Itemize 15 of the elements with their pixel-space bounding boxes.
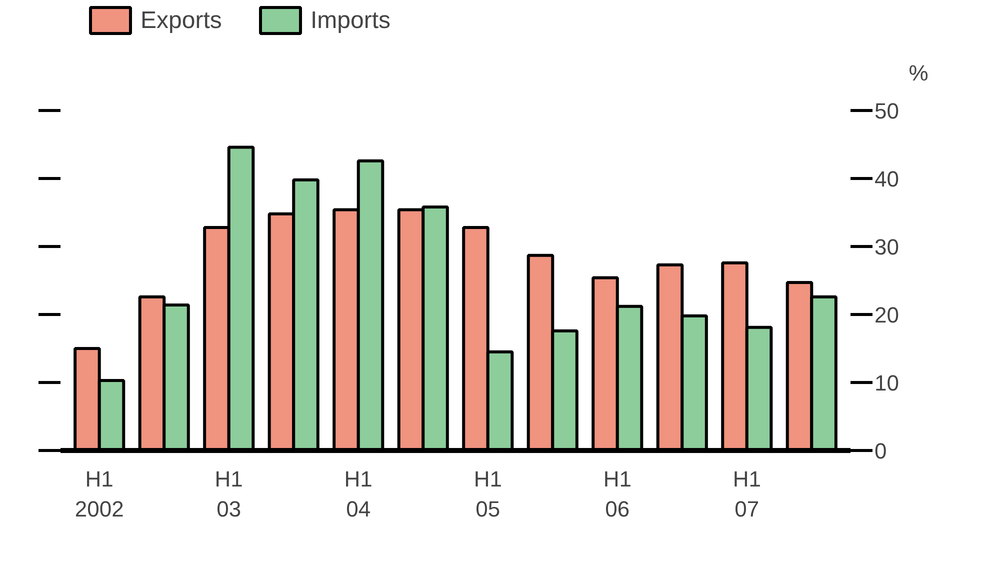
legend-label: Imports [310, 7, 391, 34]
y-tick-label: 0 [874, 438, 887, 464]
legend-label: Exports [140, 7, 222, 34]
y-tick-label: 10 [874, 370, 899, 396]
x-tick-label: H1 03 [214, 466, 243, 522]
x-tick-label: H1 05 [474, 466, 502, 522]
y-tick-label: 30 [874, 234, 899, 260]
y-tick-label: 50 [874, 98, 899, 124]
y-tick-label: 20 [874, 302, 899, 328]
x-tick-label: H1 04 [344, 466, 372, 522]
x-tick-label: H1 2002 [74, 466, 124, 522]
x-tick-label: H1 07 [732, 466, 761, 522]
y-axis-title: % [908, 60, 928, 86]
x-tick-label: H1 06 [603, 466, 632, 522]
y-tick-label: 40 [874, 166, 899, 192]
